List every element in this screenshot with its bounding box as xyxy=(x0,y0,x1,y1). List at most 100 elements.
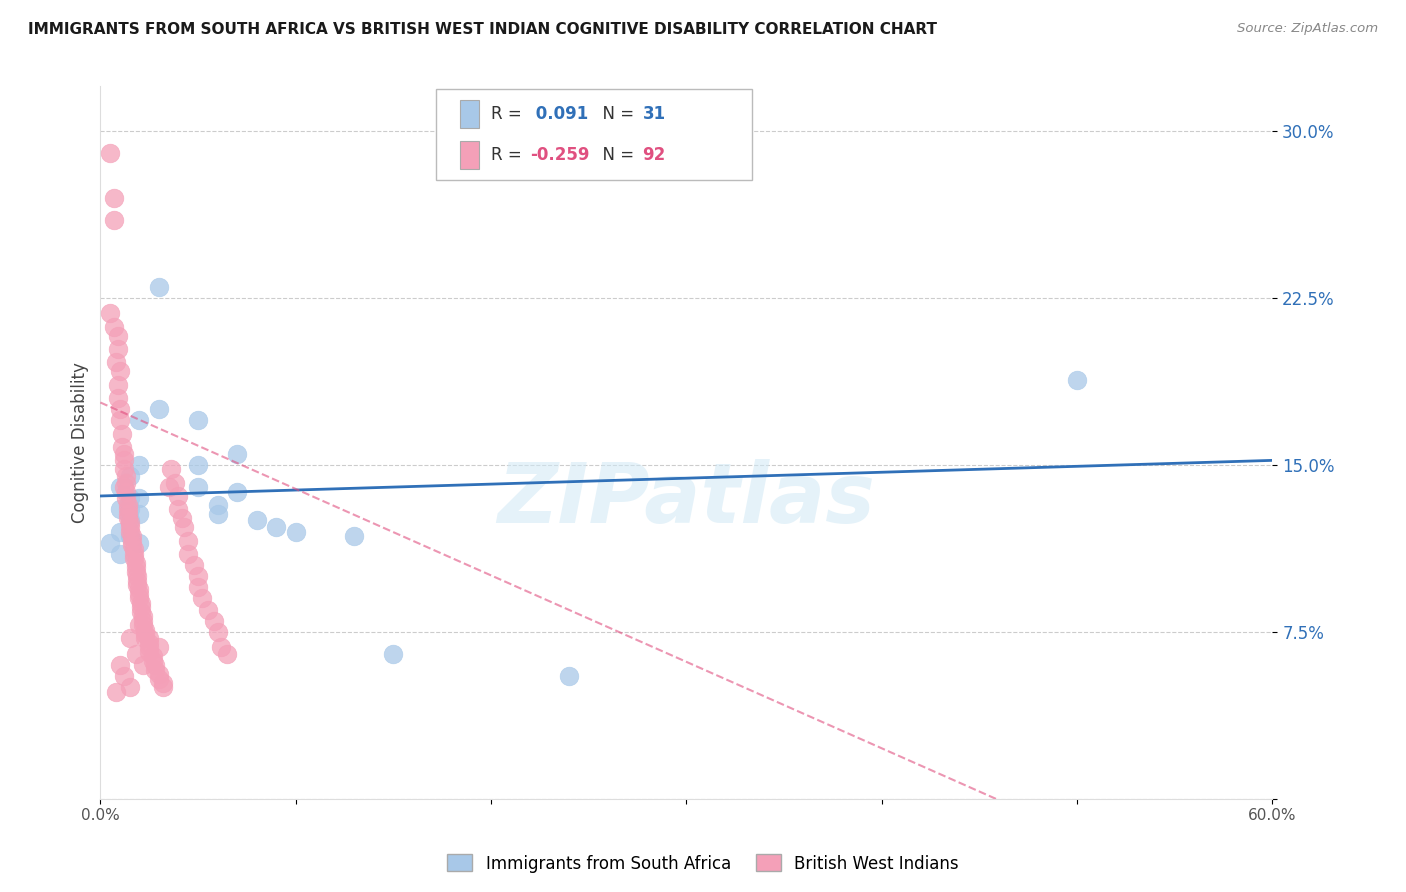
Point xyxy=(121,533,143,548)
Point xyxy=(124,556,146,570)
Point xyxy=(211,640,233,655)
Point xyxy=(183,558,205,572)
Point xyxy=(122,542,145,557)
Point xyxy=(207,624,229,639)
Point xyxy=(148,667,170,681)
Point xyxy=(132,658,155,673)
Point xyxy=(132,618,155,632)
Point xyxy=(108,413,131,427)
Legend: Immigrants from South Africa, British West Indians: Immigrants from South Africa, British We… xyxy=(440,847,966,880)
Point xyxy=(107,342,129,356)
Point xyxy=(107,377,129,392)
Point xyxy=(134,627,156,641)
Point xyxy=(108,480,131,494)
Point xyxy=(118,529,141,543)
Point xyxy=(128,491,150,506)
Point xyxy=(121,529,143,543)
Point xyxy=(128,618,150,632)
Point xyxy=(128,413,150,427)
Point xyxy=(112,480,135,494)
Point xyxy=(132,614,155,628)
Point xyxy=(163,475,186,490)
Point xyxy=(142,654,165,668)
Point xyxy=(103,191,125,205)
Point xyxy=(217,647,239,661)
Text: -0.259: -0.259 xyxy=(530,146,589,164)
Point xyxy=(104,685,127,699)
Point xyxy=(114,469,136,483)
Point xyxy=(187,458,209,472)
Point xyxy=(187,569,209,583)
Point xyxy=(191,591,214,606)
Text: 92: 92 xyxy=(643,146,665,164)
Text: 0.091: 0.091 xyxy=(530,105,588,123)
Point xyxy=(118,513,141,527)
Point xyxy=(131,596,153,610)
Point xyxy=(142,649,165,664)
Point xyxy=(124,647,146,661)
Point xyxy=(118,632,141,646)
Point xyxy=(104,355,127,369)
Point xyxy=(134,632,156,646)
Point xyxy=(264,520,287,534)
Point xyxy=(128,587,150,601)
Point xyxy=(107,328,129,343)
Point xyxy=(128,591,150,606)
Point xyxy=(112,447,135,461)
Point xyxy=(112,669,135,683)
Point xyxy=(118,502,141,516)
Point xyxy=(112,453,135,467)
Point xyxy=(187,413,209,427)
Point xyxy=(112,462,135,476)
Point xyxy=(108,547,131,561)
Point xyxy=(187,480,209,494)
Point xyxy=(148,672,170,686)
Point xyxy=(128,507,150,521)
Point xyxy=(138,640,160,655)
Point xyxy=(131,605,153,619)
Y-axis label: Cognitive Disability: Cognitive Disability xyxy=(72,362,89,523)
Point xyxy=(134,623,156,637)
Point xyxy=(98,535,121,549)
Point xyxy=(148,640,170,655)
Point xyxy=(177,547,200,561)
Point xyxy=(127,569,149,583)
Point xyxy=(121,538,143,552)
Point xyxy=(157,480,180,494)
Point xyxy=(107,391,129,405)
Point xyxy=(108,524,131,539)
Point xyxy=(124,565,146,579)
Point xyxy=(382,647,405,661)
Point xyxy=(127,578,149,592)
Point xyxy=(103,319,125,334)
Point xyxy=(207,498,229,512)
Point xyxy=(124,560,146,574)
Point xyxy=(111,440,134,454)
Point xyxy=(127,574,149,588)
Point xyxy=(343,529,366,543)
Point xyxy=(117,502,139,516)
Point xyxy=(128,582,150,597)
Point xyxy=(187,580,209,594)
Point xyxy=(197,602,219,616)
Point xyxy=(138,645,160,659)
Text: N =: N = xyxy=(592,146,640,164)
Point xyxy=(202,614,225,628)
Text: N =: N = xyxy=(592,105,640,123)
Point xyxy=(207,507,229,521)
Text: Source: ZipAtlas.com: Source: ZipAtlas.com xyxy=(1237,22,1378,36)
Text: R =: R = xyxy=(491,105,527,123)
Text: IMMIGRANTS FROM SOUTH AFRICA VS BRITISH WEST INDIAN COGNITIVE DISABILITY CORRELA: IMMIGRANTS FROM SOUTH AFRICA VS BRITISH … xyxy=(28,22,938,37)
Point xyxy=(159,462,181,476)
Point xyxy=(167,502,190,516)
Point xyxy=(173,520,195,534)
Text: R =: R = xyxy=(491,146,527,164)
Point xyxy=(118,469,141,483)
Point xyxy=(132,609,155,624)
Point xyxy=(118,520,141,534)
Point xyxy=(138,632,160,646)
Point xyxy=(117,498,139,512)
Point xyxy=(143,663,166,677)
Point xyxy=(138,636,160,650)
Point xyxy=(114,491,136,506)
